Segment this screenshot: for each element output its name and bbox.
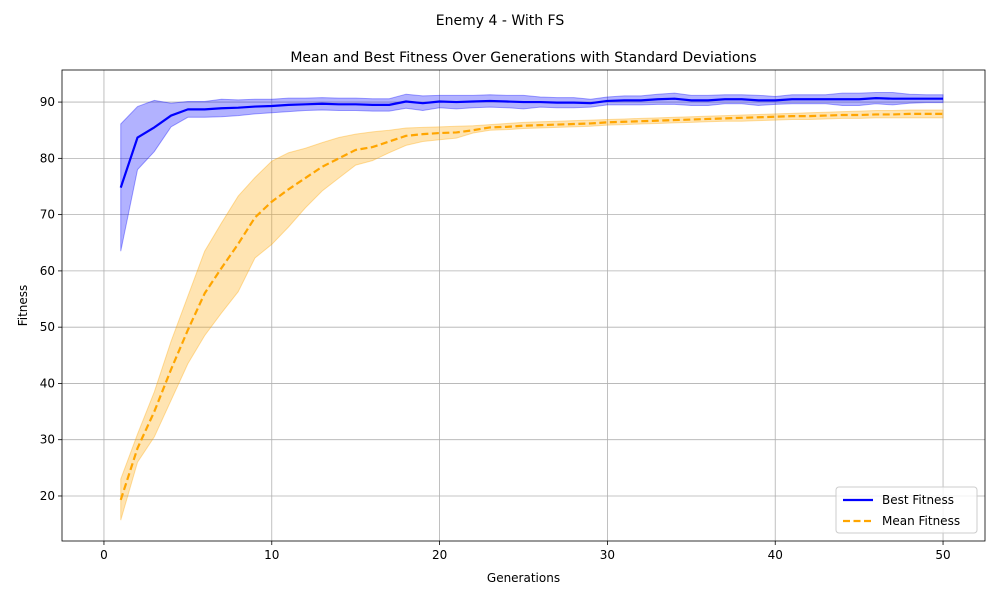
plot-frame — [61, 69, 986, 542]
series-line-mean-fitness — [119, 112, 944, 501]
x-tick-label: 0 — [100, 548, 108, 562]
std-bands — [120, 92, 944, 521]
y-tick-label: 30 — [40, 433, 55, 447]
y-tick-label: 20 — [40, 489, 55, 503]
series-line-best-fitness — [119, 97, 944, 188]
legend-label-mean-fitness: Mean Fitness — [882, 514, 960, 528]
y-tick-label: 80 — [40, 151, 55, 165]
y-tick-label: 50 — [40, 320, 55, 334]
x-tick-label: 10 — [264, 548, 279, 562]
series-lines — [119, 97, 944, 501]
x-tick-label: 40 — [768, 548, 783, 562]
legend-label-best-fitness: Best Fitness — [882, 493, 954, 507]
y-tick-label: 70 — [40, 208, 55, 222]
chart-title: Mean and Best Fitness Over Generations w… — [290, 50, 756, 66]
y-tick-label: 90 — [40, 95, 55, 109]
y-axis-label: Fitness — [16, 285, 30, 327]
x-tick-label: 50 — [935, 548, 950, 562]
legend-box — [835, 486, 978, 534]
y-tick-label: 60 — [40, 264, 55, 278]
y-tick-label: 40 — [40, 376, 55, 390]
x-tick-label: 30 — [600, 548, 615, 562]
x-axis-label: Generations — [487, 571, 560, 585]
figure-suptitle: Enemy 4 - With FS — [436, 13, 565, 29]
x-tick-label: 20 — [432, 548, 447, 562]
std-band-mean-fitness — [120, 109, 944, 521]
x-axis-ticks: 0 10 20 30 40 50 — [100, 541, 951, 562]
legend: Best Fitness Mean Fitness — [835, 486, 978, 534]
y-axis-ticks: 20 30 40 50 60 70 80 90 — [40, 95, 62, 503]
